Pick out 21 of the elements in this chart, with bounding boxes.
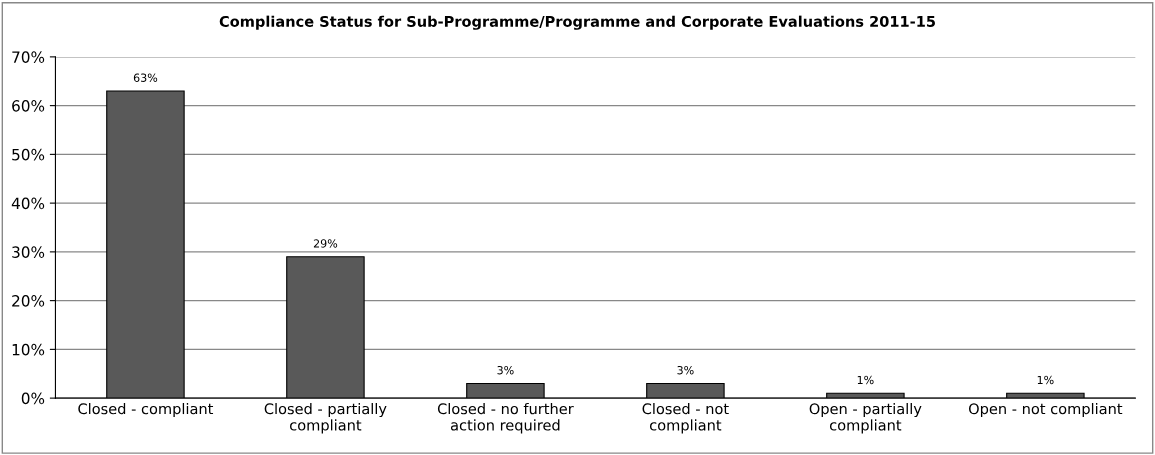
x-tick-label: Closed - no further action required	[437, 402, 574, 434]
y-tick-label: 40%	[11, 197, 45, 210]
y-tick-label: 0%	[21, 392, 45, 405]
y-tick-label: 30%	[12, 246, 45, 258]
x-tick-label: Open - not compliant	[968, 402, 1123, 418]
data-label: 29%	[313, 239, 338, 248]
data-label: 1%	[1037, 375, 1054, 385]
y-tick-label: 20%	[12, 295, 45, 307]
data-label: 3%	[677, 366, 694, 375]
x-tick-label: Closed - partially compliant	[264, 402, 387, 434]
y-tick-label: 60%	[12, 100, 45, 112]
y-tick-label: 70%	[12, 51, 45, 63]
y-tick-label: 50%	[12, 148, 45, 161]
chart-title: Compliance Status for Sub-Programme/Programme and Corporate Evaluations 2011-15	[219, 15, 935, 30]
data-label: 3%	[497, 366, 514, 375]
x-tick-label: Open - partially compliant	[809, 402, 922, 434]
y-tick-label: 10%	[12, 343, 45, 356]
data-label: 1%	[857, 375, 874, 385]
x-tick-label: Closed - compliant	[78, 402, 214, 418]
x-tick-label: Closed - not compliant	[642, 402, 729, 434]
data-label: 63%	[133, 73, 158, 82]
